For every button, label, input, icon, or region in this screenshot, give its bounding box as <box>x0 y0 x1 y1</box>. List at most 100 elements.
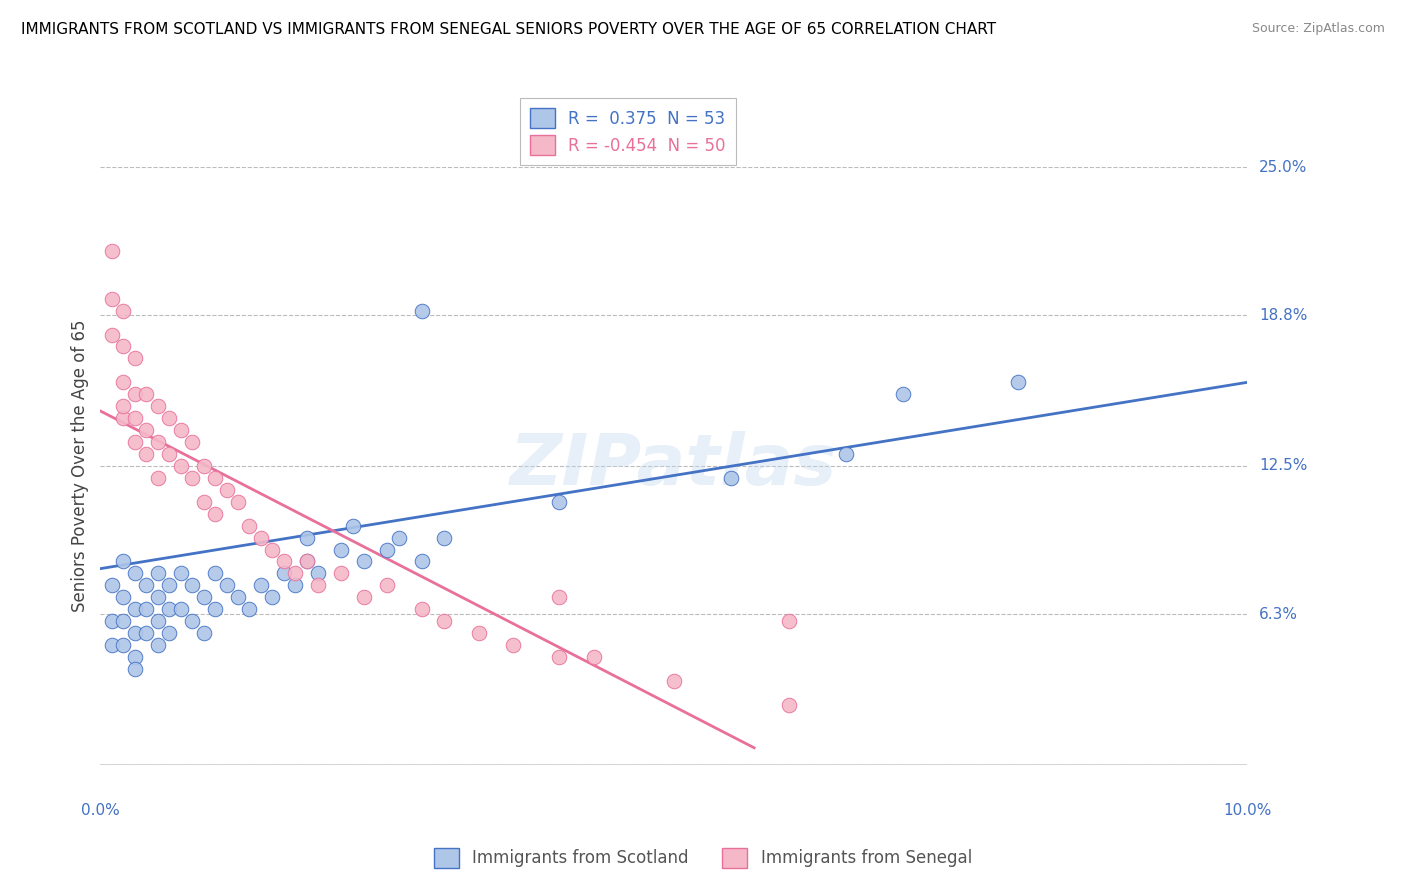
Point <box>112 591 135 605</box>
Point <box>146 591 169 605</box>
Point <box>193 458 215 473</box>
Point <box>307 578 329 592</box>
Point <box>548 591 571 605</box>
Point <box>101 638 124 652</box>
Point <box>353 591 375 605</box>
Point <box>124 387 146 401</box>
Point <box>146 471 169 485</box>
Point <box>262 591 284 605</box>
Point <box>1007 376 1029 390</box>
Point <box>124 435 146 450</box>
Point <box>273 566 295 581</box>
Point <box>835 447 858 461</box>
Point <box>387 531 409 545</box>
Point <box>124 662 146 676</box>
Point <box>146 638 169 652</box>
Point <box>284 578 307 592</box>
Point <box>181 435 204 450</box>
Point <box>342 518 364 533</box>
Point <box>226 591 249 605</box>
Point <box>135 423 157 437</box>
Point <box>273 554 295 568</box>
Point <box>157 447 180 461</box>
Point <box>468 626 491 640</box>
Point <box>112 399 135 413</box>
Text: 10.0%: 10.0% <box>1223 803 1271 818</box>
Point <box>238 602 260 616</box>
Point <box>112 339 135 353</box>
Point <box>215 578 238 592</box>
Point <box>250 531 273 545</box>
Point <box>135 626 157 640</box>
Point <box>204 507 226 521</box>
Point <box>778 614 800 628</box>
Point <box>135 602 157 616</box>
Point <box>778 698 800 712</box>
Point <box>411 602 433 616</box>
Point <box>204 566 226 581</box>
Point <box>181 471 204 485</box>
Point <box>169 566 191 581</box>
Point <box>157 602 180 616</box>
Point <box>295 554 318 568</box>
Point <box>157 626 180 640</box>
Point <box>124 650 146 665</box>
Point <box>433 614 456 628</box>
Point <box>891 387 914 401</box>
Point <box>582 650 605 665</box>
Point <box>112 303 135 318</box>
Point <box>135 387 157 401</box>
Text: 6.3%: 6.3% <box>1258 607 1298 622</box>
Point <box>433 531 456 545</box>
Text: IMMIGRANTS FROM SCOTLAND VS IMMIGRANTS FROM SENEGAL SENIORS POVERTY OVER THE AGE: IMMIGRANTS FROM SCOTLAND VS IMMIGRANTS F… <box>21 22 997 37</box>
Point <box>181 578 204 592</box>
Point <box>548 495 571 509</box>
Point <box>204 471 226 485</box>
Y-axis label: Seniors Poverty Over the Age of 65: Seniors Poverty Over the Age of 65 <box>72 319 89 612</box>
Point <box>226 495 249 509</box>
Point <box>502 638 524 652</box>
Point <box>295 554 318 568</box>
Point <box>284 566 307 581</box>
Point <box>112 411 135 425</box>
Text: Source: ZipAtlas.com: Source: ZipAtlas.com <box>1251 22 1385 36</box>
Point <box>662 673 685 688</box>
Point <box>124 351 146 366</box>
Point <box>101 292 124 306</box>
Point <box>193 495 215 509</box>
Point <box>193 626 215 640</box>
Point <box>124 566 146 581</box>
Point <box>215 483 238 497</box>
Point <box>135 447 157 461</box>
Point <box>375 542 398 557</box>
Point <box>124 602 146 616</box>
Text: ZIPatlas: ZIPatlas <box>510 432 838 500</box>
Point <box>307 566 329 581</box>
Point <box>238 518 260 533</box>
Point <box>411 303 433 318</box>
Point <box>124 411 146 425</box>
Point <box>101 614 124 628</box>
Point <box>146 399 169 413</box>
Point <box>112 554 135 568</box>
Point <box>112 638 135 652</box>
Point <box>112 614 135 628</box>
Point <box>169 602 191 616</box>
Point <box>204 602 226 616</box>
Point <box>101 244 124 258</box>
Point <box>720 471 742 485</box>
Point <box>330 542 353 557</box>
Point <box>411 554 433 568</box>
Point <box>169 458 191 473</box>
Point <box>146 435 169 450</box>
Point <box>181 614 204 628</box>
Text: 0.0%: 0.0% <box>82 803 120 818</box>
Point <box>146 566 169 581</box>
Point <box>353 554 375 568</box>
Point <box>157 578 180 592</box>
Point <box>112 376 135 390</box>
Legend: R =  0.375  N = 53, R = -0.454  N = 50: R = 0.375 N = 53, R = -0.454 N = 50 <box>520 98 735 165</box>
Point <box>157 411 180 425</box>
Point <box>135 578 157 592</box>
Point <box>548 650 571 665</box>
